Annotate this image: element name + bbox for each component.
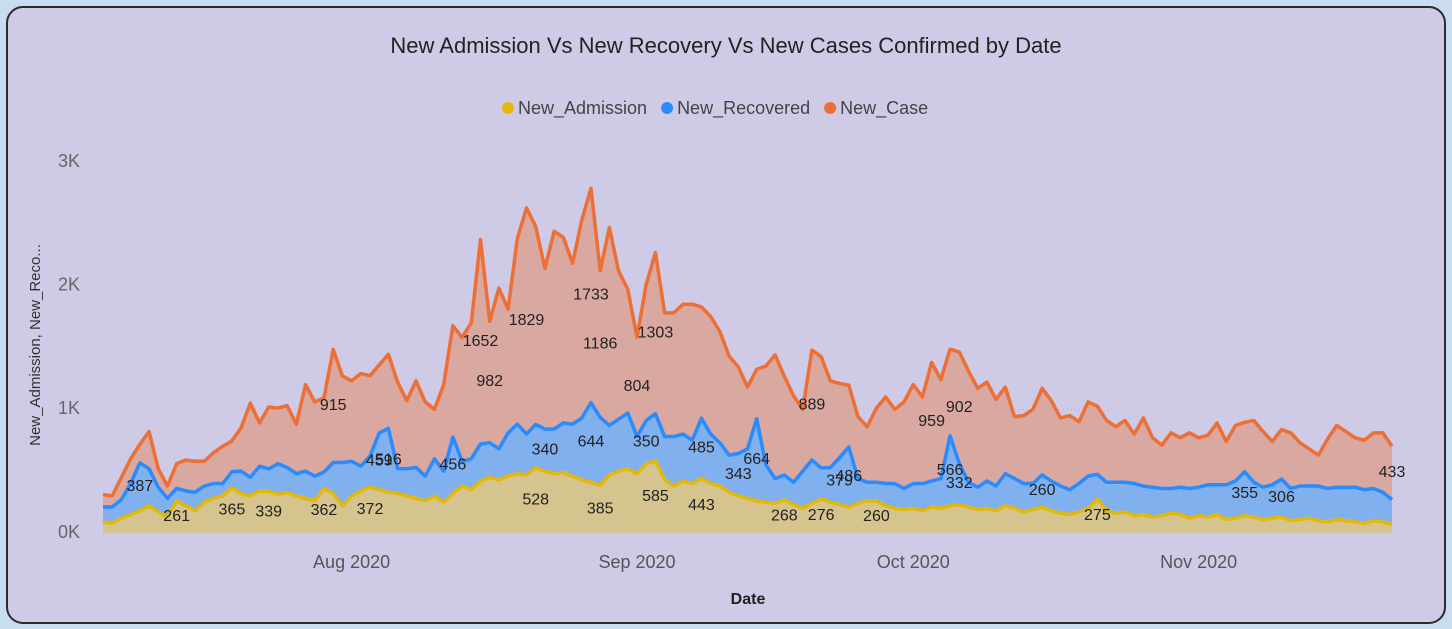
data-label: 268	[771, 508, 798, 525]
data-label: 459	[366, 453, 393, 470]
legend-label: New_Recovered	[677, 98, 810, 119]
y-tick-label: 1K	[58, 398, 80, 418]
data-label: 528	[522, 492, 549, 509]
data-label: 379	[826, 472, 853, 489]
data-label: 804	[624, 378, 651, 395]
data-label: 340	[532, 441, 559, 458]
data-label: 332	[946, 475, 973, 492]
x-tick-label: Nov 2020	[1160, 552, 1237, 572]
legend: New_Admission New_Recovered New_Case	[502, 98, 928, 119]
data-label: 1652	[463, 333, 499, 350]
data-label: 456	[440, 456, 467, 473]
data-label: 275	[1084, 507, 1111, 524]
area	[103, 402, 1392, 525]
line	[103, 400, 1394, 509]
data-label: 260	[1029, 482, 1056, 499]
y-tick-label: 2K	[58, 274, 80, 294]
line	[102, 186, 1394, 498]
data-label: 1186	[583, 335, 618, 352]
data-label: 365	[219, 502, 246, 519]
data-label: 306	[1268, 489, 1295, 506]
data-label: 362	[311, 502, 338, 519]
data-label: 982	[476, 373, 503, 390]
data-label: 644	[578, 434, 605, 451]
data-label: 387	[126, 478, 153, 495]
data-label: 1829	[509, 312, 545, 329]
data-label: 486	[835, 468, 862, 485]
data-label: 339	[255, 503, 282, 520]
data-label: 343	[725, 466, 752, 483]
x-tick-label: Aug 2020	[313, 552, 390, 572]
legend-marker	[661, 102, 674, 114]
data-label: 260	[863, 508, 890, 525]
data-label: 485	[688, 439, 715, 456]
legend-marker	[502, 102, 514, 114]
data-label: 350	[633, 433, 660, 450]
data-label: 959	[918, 413, 945, 430]
y-tick-label: 3K	[58, 151, 80, 171]
data-label: 889	[799, 396, 826, 413]
data-label: 261	[163, 508, 190, 525]
data-label: 385	[587, 500, 614, 517]
data-label: 664	[743, 451, 770, 468]
data-label: 372	[357, 501, 384, 518]
legend-label: New_Admission	[518, 98, 647, 119]
x-tick-label: Oct 2020	[877, 552, 950, 572]
data-label: 355	[1231, 485, 1258, 502]
area	[103, 188, 1392, 508]
data-label: 1733	[573, 287, 609, 304]
x-axis-title: Date	[731, 591, 766, 608]
legend-label: New_Case	[840, 98, 928, 119]
y-tick-label: 0K	[58, 522, 80, 542]
legend-marker	[824, 102, 837, 114]
line	[102, 458, 1393, 527]
y-axis-title: New_Admission, New_Reco...	[27, 244, 44, 446]
data-label: 566	[937, 462, 964, 479]
chart-title: New Admission Vs New Recovery Vs New Cas…	[390, 33, 1061, 58]
data-label: 276	[808, 507, 835, 524]
data-label: 902	[946, 399, 973, 416]
data-label: 1303	[638, 324, 674, 341]
x-tick-label: Sep 2020	[598, 552, 675, 572]
data-label: 915	[320, 397, 347, 414]
data-label: 443	[688, 497, 715, 514]
data-label: 433	[1379, 464, 1406, 481]
data-label: 585	[642, 488, 669, 505]
data-label: 516	[375, 452, 402, 469]
